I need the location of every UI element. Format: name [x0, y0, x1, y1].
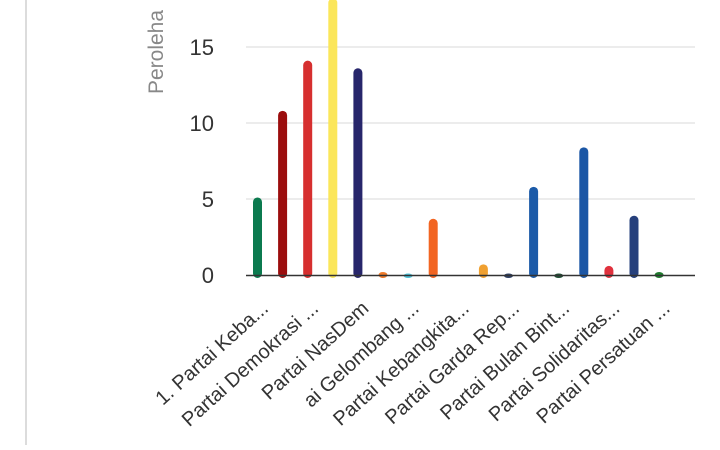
bar[interactable] [303, 60, 313, 279]
y-tick-label: 10 [190, 111, 214, 136]
bar[interactable] [579, 147, 589, 278]
bar[interactable] [328, 0, 338, 278]
bar[interactable] [353, 68, 363, 278]
bar[interactable] [253, 197, 262, 278]
x-tick-labels: 1. Partai Keba...Partai Demokrasi ...Par… [152, 297, 675, 431]
y-tick-label: 5 [202, 187, 214, 212]
bar[interactable] [428, 218, 438, 278]
y-tick-label: 15 [190, 35, 214, 60]
bar[interactable] [629, 215, 639, 278]
y-tick-label: 0 [202, 263, 214, 288]
bar[interactable] [478, 264, 488, 278]
bar[interactable] [529, 186, 539, 278]
bars [253, 0, 664, 279]
y-axis-label: Peroleha [145, 10, 168, 94]
y-tick-labels: 0 5 10 15 [190, 35, 214, 288]
gridlines [246, 46, 695, 200]
bar[interactable] [278, 110, 288, 278]
